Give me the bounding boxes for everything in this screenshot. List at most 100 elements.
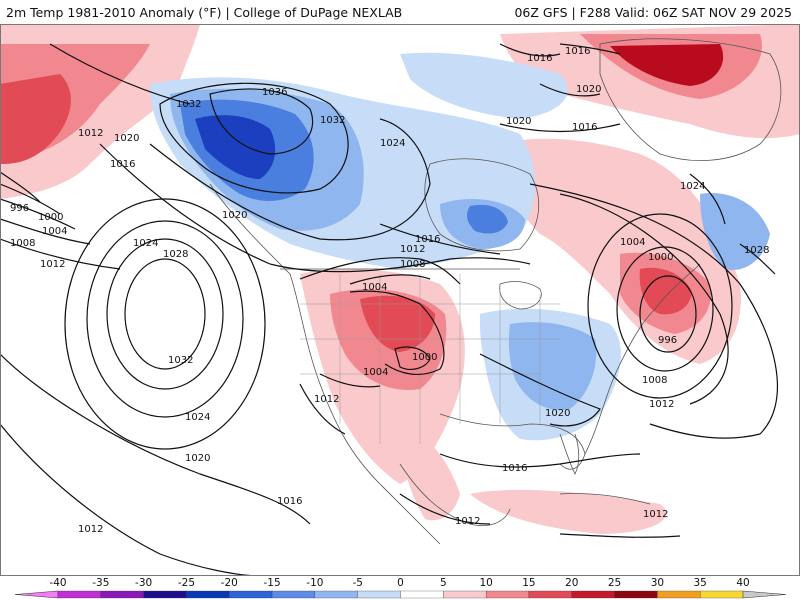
map-canvas: 1032 1028 1024 1024 1020 1016 1012 1012 … — [0, 24, 800, 576]
legend-tick-label: 40 — [736, 577, 749, 589]
isobar-label: 1032 — [168, 355, 193, 366]
isobar-label: 1036 — [262, 87, 287, 98]
isobar-label: 1004 — [362, 282, 387, 293]
legend-tick-label: -25 — [178, 577, 195, 589]
isobar-label: 1016 — [415, 234, 440, 245]
warm-anomaly-alaska-deep — [0, 74, 71, 164]
legend-tick-label: 0 — [397, 577, 404, 589]
legend-tick-label: 15 — [522, 577, 535, 589]
contour-1020-canada-e — [379, 223, 501, 255]
isobar-label: 1020 — [185, 453, 210, 464]
contour-1020-canada-w — [99, 143, 271, 265]
coastline-layer — [209, 38, 782, 545]
legend-tick-label: -30 — [135, 577, 152, 589]
legend-tick-label: -35 — [92, 577, 109, 589]
legend-color-swatch — [57, 590, 101, 599]
isobar-label: 996 — [10, 203, 29, 214]
isobar-label: 1024 — [133, 238, 158, 249]
legend-color-swatch — [657, 590, 701, 599]
warm-anomaly-greenland-deep — [610, 44, 724, 86]
high-contour-1020 — [64, 198, 266, 450]
contour-1016-pacific — [0, 353, 311, 525]
isobar-label: 1024 — [680, 181, 705, 192]
contour-1032-nw — [49, 43, 191, 105]
legend-tick-label: 20 — [565, 577, 578, 589]
contour-1016-greenland — [499, 43, 561, 57]
legend-color-swatch — [443, 590, 487, 599]
isobar-label: 1000 — [38, 212, 63, 223]
contour-1012-gulf — [399, 493, 491, 525]
low-contour-1000 — [616, 246, 714, 372]
isobar-label: 1020 — [222, 210, 247, 221]
color-scale-legend: -40 -35 -30 -25 -20 -15 -10 -5 0 5 10 15 20 25 30 35 40 — [0, 576, 800, 600]
isobar-labels: 1032 1028 1024 1024 1020 1016 1012 1012 … — [10, 46, 769, 535]
isobar-label: 1012 — [643, 509, 668, 520]
legend-color-swatch — [528, 590, 572, 599]
florida-coast — [559, 433, 580, 475]
legend-color-swatch — [229, 590, 273, 599]
contour-1000-west — [0, 183, 61, 215]
isobar-label: 1008 — [642, 375, 667, 386]
legend-tick-label: -10 — [306, 577, 323, 589]
isobar-label: 1004 — [620, 237, 645, 248]
cold-anomaly-eastus-core — [508, 322, 597, 410]
contour-1012-south-atlantic — [559, 533, 681, 538]
isobar-label: 1016 — [572, 122, 597, 133]
gulf-coast — [439, 413, 586, 470]
isobar-label: 1024 — [185, 412, 210, 423]
hudson-bay-coast — [424, 158, 540, 252]
weather-map[interactable]: 1032 1028 1024 1024 1020 1016 1012 1012 … — [0, 24, 800, 576]
warm-anomaly-mexico — [400, 424, 460, 521]
header-bar: 2m Temp 1981-2010 Anomaly (°F) | College… — [0, 0, 800, 24]
legend-tick-label: 25 — [608, 577, 621, 589]
isobar-label: 1012 — [649, 399, 674, 410]
contour-1024-labrador — [689, 173, 726, 225]
isobar-label: 1016 — [110, 159, 135, 170]
isobar-label: 1024 — [380, 138, 405, 149]
mexico-coast — [399, 463, 511, 526]
contour-1016-canada — [269, 257, 531, 273]
isobar-label: 1020 — [576, 84, 601, 95]
legend-color-swatch — [143, 590, 187, 599]
legend-tick-label: -15 — [263, 577, 280, 589]
contour-1004-us — [349, 290, 445, 376]
isobar-label: 1016 — [527, 53, 552, 64]
high-contour-1024 — [86, 220, 244, 418]
isobar-label: 1008 — [10, 238, 35, 249]
contour-1012-atlantic — [529, 183, 778, 439]
contour-1012-west — [0, 238, 121, 270]
isobar-label: 1016 — [502, 463, 527, 474]
legend-arrow-min — [15, 590, 59, 599]
contour-1008-west — [0, 218, 91, 245]
legend-tick-label: 5 — [440, 577, 447, 589]
warm-anomaly-layer — [0, 24, 800, 534]
contour-1016-baffin — [499, 123, 621, 133]
legend-color-swatch — [700, 590, 744, 599]
west-coast — [209, 183, 441, 545]
legend-color-swatch — [614, 590, 658, 599]
legend-tick-label: -20 — [221, 577, 238, 589]
great-lakes — [499, 281, 542, 310]
cold-anomaly-westcanada-deep — [195, 115, 276, 179]
contour-1020-baffin — [539, 83, 601, 97]
legend-color-swatch — [100, 590, 144, 599]
isobar-label: 996 — [658, 335, 677, 346]
contour-1028-labrador — [739, 243, 776, 275]
legend-tick-label: -40 — [49, 577, 66, 589]
contour-1012-sw — [299, 383, 346, 435]
contour-1024-canada — [149, 118, 431, 241]
legend-tick-label: 30 — [651, 577, 664, 589]
contour-1016-se — [439, 453, 641, 468]
legend-arrow-max — [742, 590, 786, 599]
isobar-label: 1008 — [400, 259, 425, 270]
legend-tick-label: 35 — [694, 577, 707, 589]
warm-anomaly-southwest-deep — [360, 295, 435, 352]
isobar-label: 1016 — [277, 496, 302, 507]
contour-1012-us — [299, 257, 461, 285]
isobar-label: 1012 — [400, 244, 425, 255]
isobar-label: 1004 — [42, 226, 67, 237]
legend-tick-label: -5 — [352, 577, 362, 589]
contour-1008-atlantic — [559, 193, 729, 405]
low-contour-1004 — [587, 213, 733, 399]
contour-1016-greenland-2 — [559, 43, 621, 55]
